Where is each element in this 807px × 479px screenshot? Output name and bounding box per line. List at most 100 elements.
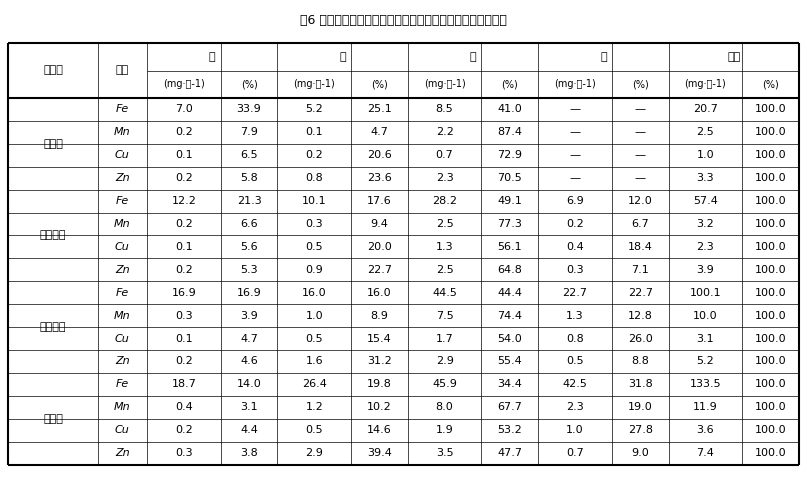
Text: 133.5: 133.5: [689, 379, 721, 389]
Text: 26.0: 26.0: [628, 333, 653, 343]
Text: 开花期: 开花期: [43, 139, 63, 149]
Text: 100.1: 100.1: [689, 288, 721, 298]
Text: 根: 根: [209, 52, 215, 62]
Text: 44.4: 44.4: [497, 288, 522, 298]
Text: 2.3: 2.3: [436, 173, 454, 183]
Text: Zn: Zn: [115, 448, 130, 458]
Text: 0.5: 0.5: [305, 425, 323, 435]
Text: 100.0: 100.0: [755, 356, 786, 366]
Text: 7.5: 7.5: [436, 311, 454, 320]
Text: 0.7: 0.7: [567, 448, 584, 458]
Text: 0.5: 0.5: [305, 333, 323, 343]
Text: 25.1: 25.1: [367, 104, 391, 114]
Text: 0.2: 0.2: [175, 173, 193, 183]
Text: 28.2: 28.2: [432, 196, 457, 206]
Text: Mn: Mn: [114, 311, 131, 320]
Text: 15.4: 15.4: [367, 333, 391, 343]
Text: (mg·株-1): (mg·株-1): [293, 79, 335, 89]
Text: 6.6: 6.6: [240, 219, 257, 229]
Text: 20.6: 20.6: [367, 150, 391, 160]
Text: 0.8: 0.8: [305, 173, 323, 183]
Text: 0.2: 0.2: [175, 127, 193, 137]
Text: 1.2: 1.2: [305, 402, 323, 412]
Text: 23.6: 23.6: [367, 173, 391, 183]
Text: 31.8: 31.8: [628, 379, 653, 389]
Text: 0.1: 0.1: [175, 333, 193, 343]
Text: 2.2: 2.2: [436, 127, 454, 137]
Text: —: —: [570, 150, 580, 160]
Text: 100.0: 100.0: [755, 425, 786, 435]
Text: 5.2: 5.2: [305, 104, 323, 114]
Text: —: —: [634, 104, 646, 114]
Text: Fe: Fe: [115, 196, 129, 206]
Text: 0.3: 0.3: [305, 219, 323, 229]
Text: 12.0: 12.0: [628, 196, 653, 206]
Text: 表6 不同生育期番茄植株各器官对铁、锰、铜、锌的分配特性: 表6 不同生育期番茄植株各器官对铁、锰、铜、锌的分配特性: [300, 14, 507, 27]
Text: 总株: 总株: [727, 52, 740, 62]
Text: 0.3: 0.3: [175, 311, 193, 320]
Text: 16.0: 16.0: [367, 288, 391, 298]
Text: 6.9: 6.9: [567, 196, 584, 206]
Text: 100.0: 100.0: [755, 127, 786, 137]
Text: 3.9: 3.9: [240, 311, 258, 320]
Text: 42.5: 42.5: [562, 379, 587, 389]
Text: 18.4: 18.4: [628, 242, 653, 252]
Text: 19.0: 19.0: [628, 402, 653, 412]
Text: 果: 果: [600, 52, 607, 62]
Text: —: —: [570, 173, 580, 183]
Text: 1.9: 1.9: [436, 425, 454, 435]
Text: 87.4: 87.4: [497, 127, 522, 137]
Text: 0.4: 0.4: [567, 242, 584, 252]
Text: 100.0: 100.0: [755, 265, 786, 275]
Text: —: —: [634, 150, 646, 160]
Text: 20.0: 20.0: [367, 242, 391, 252]
Text: 0.1: 0.1: [305, 127, 323, 137]
Text: 34.4: 34.4: [497, 379, 522, 389]
Text: Cu: Cu: [115, 150, 130, 160]
Text: 67.7: 67.7: [497, 402, 522, 412]
Text: 14.6: 14.6: [367, 425, 391, 435]
Text: 4.6: 4.6: [240, 356, 258, 366]
Text: 77.3: 77.3: [497, 219, 522, 229]
Text: (mg·株-1): (mg·株-1): [163, 79, 205, 89]
Text: 100.0: 100.0: [755, 333, 786, 343]
Text: 2.5: 2.5: [436, 265, 454, 275]
Text: 100.0: 100.0: [755, 379, 786, 389]
Text: 100.0: 100.0: [755, 402, 786, 412]
Text: 0.2: 0.2: [567, 219, 584, 229]
Text: 1.7: 1.7: [436, 333, 454, 343]
Text: 0.4: 0.4: [175, 402, 193, 412]
Text: Cu: Cu: [115, 425, 130, 435]
Text: 100.0: 100.0: [755, 242, 786, 252]
Text: 0.2: 0.2: [175, 356, 193, 366]
Text: 0.3: 0.3: [567, 265, 583, 275]
Text: (mg·株-1): (mg·株-1): [554, 79, 596, 89]
Text: 1.3: 1.3: [436, 242, 454, 252]
Text: 57.4: 57.4: [693, 196, 717, 206]
Text: 9.0: 9.0: [631, 448, 649, 458]
Text: 16.0: 16.0: [302, 288, 327, 298]
Text: 0.5: 0.5: [567, 356, 583, 366]
Text: 49.1: 49.1: [497, 196, 522, 206]
Text: 44.5: 44.5: [433, 288, 457, 298]
Text: 2.9: 2.9: [436, 356, 454, 366]
Text: 1.0: 1.0: [305, 311, 323, 320]
Text: 26.4: 26.4: [302, 379, 327, 389]
Text: Fe: Fe: [115, 288, 129, 298]
Text: Fe: Fe: [115, 104, 129, 114]
Text: 5.2: 5.2: [696, 356, 714, 366]
Text: 12.8: 12.8: [628, 311, 653, 320]
Text: 100.0: 100.0: [755, 448, 786, 458]
Text: 0.9: 0.9: [305, 265, 323, 275]
Text: 100.0: 100.0: [755, 196, 786, 206]
Text: 41.0: 41.0: [497, 104, 522, 114]
Text: 4.4: 4.4: [240, 425, 258, 435]
Text: 22.7: 22.7: [562, 288, 587, 298]
Text: Mn: Mn: [114, 219, 131, 229]
Text: 2.5: 2.5: [696, 127, 714, 137]
Text: 100.0: 100.0: [755, 173, 786, 183]
Text: 11.9: 11.9: [693, 402, 717, 412]
Text: Cu: Cu: [115, 333, 130, 343]
Text: 100.0: 100.0: [755, 288, 786, 298]
Text: (%): (%): [240, 79, 257, 89]
